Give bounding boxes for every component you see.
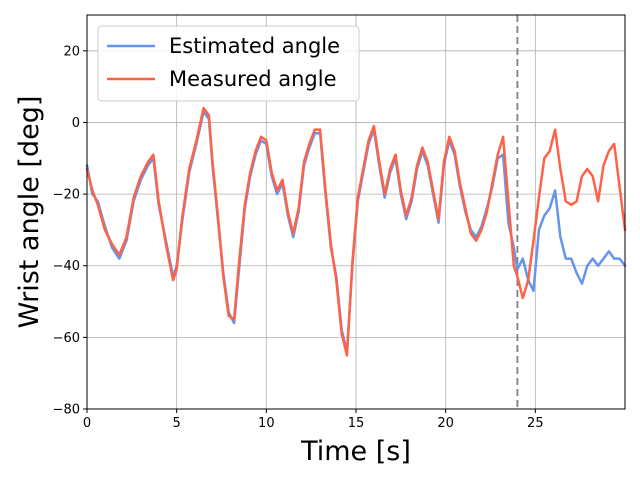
y-tick-label: −80 — [53, 403, 80, 418]
y-tick-label: −40 — [53, 259, 80, 274]
x-tick-label: 25 — [527, 416, 544, 431]
legend-label-estimated: Estimated angle — [169, 34, 340, 58]
y-tick-label: 20 — [63, 44, 80, 59]
y-axis-label: Wrist angle [deg] — [14, 96, 45, 329]
x-tick-label: 10 — [258, 416, 275, 431]
legend-box — [97, 25, 360, 102]
series-layer — [85, 106, 627, 357]
y-axis-ticks: −80 −60 −40 −20 0 20 — [53, 44, 87, 418]
legend-label-measured: Measured angle — [169, 67, 337, 91]
y-tick-label: 0 — [72, 116, 80, 131]
legend: Estimated angle Measured angle — [97, 25, 360, 102]
x-tick-label: 0 — [83, 416, 91, 431]
x-tick-label: 20 — [437, 416, 454, 431]
x-tick-label: 5 — [173, 416, 181, 431]
x-axis-ticks: 0 5 10 15 20 25 — [83, 409, 544, 431]
x-axis-label: Time [s] — [300, 436, 411, 467]
y-tick-label: −20 — [53, 188, 80, 203]
y-tick-label: −60 — [53, 331, 80, 346]
x-tick-label: 15 — [348, 416, 365, 431]
series-line-1 — [85, 106, 627, 357]
